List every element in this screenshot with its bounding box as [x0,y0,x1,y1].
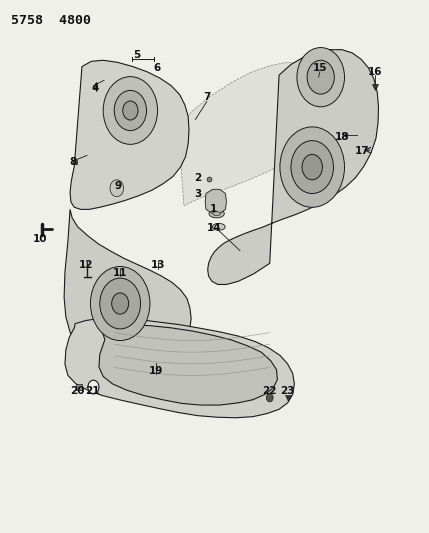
Circle shape [103,77,157,144]
Text: 12: 12 [79,261,94,270]
Polygon shape [178,62,325,206]
Circle shape [112,293,129,314]
Text: 2: 2 [194,173,201,183]
Circle shape [100,278,141,329]
Circle shape [280,127,344,207]
Circle shape [123,101,138,120]
Text: 8: 8 [70,157,77,167]
Ellipse shape [213,212,221,216]
Polygon shape [205,189,227,214]
Text: 4: 4 [92,83,99,93]
Text: 5758  4800: 5758 4800 [12,14,91,27]
Polygon shape [99,325,278,405]
Text: 14: 14 [206,223,221,233]
Text: 16: 16 [368,67,382,77]
Circle shape [291,141,333,193]
Text: 3: 3 [194,189,201,198]
Text: 13: 13 [151,261,166,270]
Text: 6: 6 [154,63,161,73]
Text: 19: 19 [149,366,163,376]
Text: 23: 23 [280,386,295,396]
Circle shape [266,393,273,402]
Text: 18: 18 [335,132,349,142]
Text: 1: 1 [210,204,217,214]
Text: 21: 21 [85,386,100,396]
Text: 9: 9 [114,181,121,191]
Text: 10: 10 [33,234,48,244]
Circle shape [297,47,344,107]
Ellipse shape [212,223,225,230]
Text: 5: 5 [133,50,141,60]
Circle shape [307,60,334,94]
Polygon shape [70,60,189,209]
Circle shape [302,155,323,180]
Text: 22: 22 [262,386,276,396]
Circle shape [91,266,150,341]
Polygon shape [208,50,378,285]
Text: 20: 20 [70,386,85,396]
Polygon shape [64,209,191,365]
Circle shape [110,180,124,197]
Ellipse shape [209,209,224,218]
Polygon shape [65,318,294,418]
Text: 7: 7 [203,92,211,102]
Text: 17: 17 [355,146,370,156]
Circle shape [114,91,147,131]
Text: 11: 11 [113,268,127,278]
Text: 15: 15 [313,63,327,73]
Circle shape [88,380,99,394]
